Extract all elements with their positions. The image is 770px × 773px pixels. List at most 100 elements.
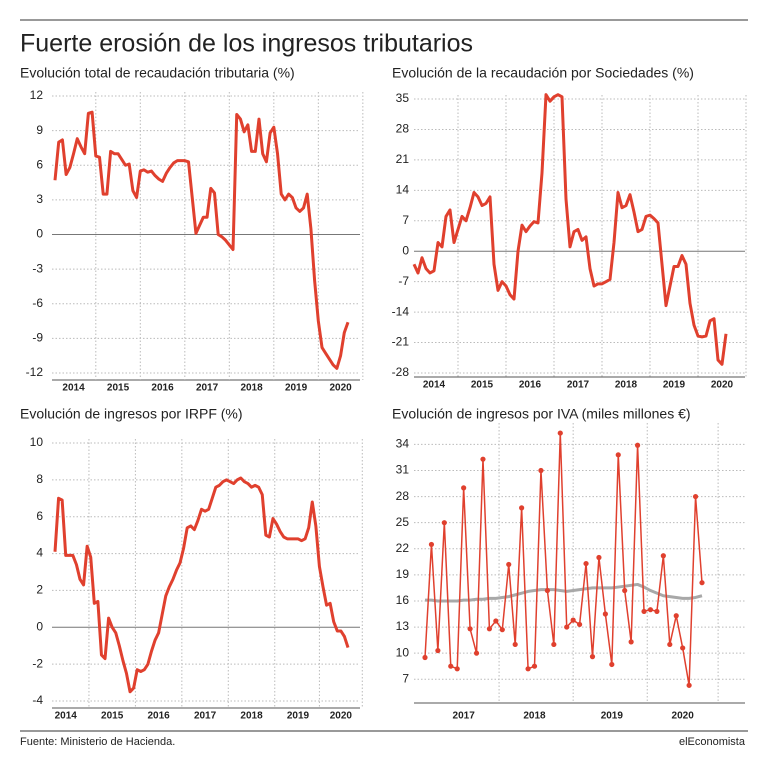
y-tick-label: 6 (36, 157, 43, 171)
chart-title: Evolución de la recaudación por Sociedad… (392, 65, 694, 81)
data-point (596, 554, 602, 561)
x-tick-label: 2020 (330, 711, 353, 722)
y-tick-label: 2 (36, 583, 43, 597)
x-tick-label: 2019 (285, 383, 308, 394)
data-point (570, 617, 576, 623)
y-tick-label: -9 (32, 331, 43, 345)
data-point (602, 611, 608, 617)
y-tick-label: -12 (26, 365, 44, 379)
data-point (692, 493, 699, 500)
y-tick-label: -7 (398, 274, 409, 288)
y-tick-label: 3 (36, 192, 43, 206)
data-point (667, 641, 673, 648)
y-tick-label: 10 (30, 435, 44, 449)
data-point (486, 626, 493, 632)
data-point (506, 561, 512, 568)
data-point (557, 430, 563, 436)
y-tick-label: 28 (396, 122, 410, 136)
chart-title: Evolución de ingresos por IVA (miles mil… (392, 406, 691, 422)
data-point (461, 485, 467, 491)
y-tick-label: 35 (396, 91, 410, 105)
y-tick-label: 0 (36, 619, 43, 633)
y-tick-label: 22 (396, 541, 410, 555)
y-tick-label: -14 (392, 304, 410, 318)
data-point (544, 587, 550, 594)
y-tick-label: 8 (36, 472, 43, 486)
data-point (699, 580, 705, 586)
y-tick-label: 0 (36, 227, 43, 241)
data-point (634, 442, 641, 448)
y-tick-label: 31 (396, 463, 410, 477)
y-tick-label: -2 (32, 656, 43, 670)
x-tick-label: 2018 (615, 380, 638, 391)
data-point (519, 505, 525, 511)
chart-title: Evolución total de recaudación tributari… (20, 65, 295, 81)
data-line (53, 476, 350, 694)
chart-title: Evolución de ingresos por IRPF (%) (20, 406, 243, 422)
x-tick-label: 2020 (672, 711, 695, 722)
data-point (473, 650, 480, 656)
x-tick-label: 2020 (711, 380, 734, 391)
data-point (622, 587, 628, 594)
data-point (531, 663, 538, 669)
data-point (499, 627, 505, 633)
data-point (428, 541, 435, 548)
y-tick-label: 7 (402, 213, 409, 227)
y-tick-label: -21 (392, 335, 410, 349)
x-tick-label: 2016 (151, 383, 174, 394)
x-tick-label: 2016 (519, 380, 542, 391)
data-line (412, 93, 728, 366)
data-point (448, 663, 454, 669)
data-point (435, 647, 441, 654)
page-title: Fuerte erosión de los ingresos tributari… (20, 30, 473, 58)
x-tick-label: 2018 (240, 383, 263, 394)
y-tick-label: 28 (396, 489, 410, 503)
y-tick-label: -6 (32, 296, 43, 310)
y-tick-label: -3 (32, 261, 43, 275)
x-tick-label: 2017 (567, 380, 590, 391)
data-point (641, 608, 647, 615)
data-point (577, 621, 583, 628)
source: Fuente: Ministerio de Hacienda. (20, 736, 175, 748)
data-point (467, 626, 473, 632)
data-point (647, 607, 654, 613)
x-tick-label: 2014 (62, 383, 85, 394)
data-point (628, 639, 634, 645)
data-point (525, 666, 531, 672)
y-tick-label: 34 (396, 437, 410, 451)
x-tick-label: 2019 (287, 711, 310, 722)
y-tick-label: 0 (402, 243, 409, 257)
data-point (493, 618, 499, 624)
x-tick-label: 2017 (194, 711, 217, 722)
y-tick-label: 7 (402, 671, 409, 685)
data-line (53, 110, 350, 370)
data-point (654, 608, 660, 615)
x-tick-label: 2018 (523, 711, 546, 722)
data-line (425, 582, 703, 603)
x-tick-label: 2017 (196, 383, 219, 394)
credit: elEconomista (679, 736, 746, 748)
y-tick-label: 25 (396, 515, 410, 529)
y-tick-label: 6 (36, 509, 43, 523)
data-point (673, 613, 679, 619)
y-tick-label: 14 (396, 183, 410, 197)
y-tick-label: 16 (396, 593, 410, 607)
y-tick-label: -4 (32, 693, 43, 707)
x-tick-label: 2019 (663, 380, 686, 391)
data-point (512, 641, 518, 648)
data-point (680, 645, 686, 651)
y-tick-label: -28 (392, 365, 410, 379)
x-tick-label: 2017 (453, 711, 476, 722)
data-point (441, 520, 447, 526)
x-tick-label: 2014 (55, 711, 78, 722)
data-point (454, 666, 460, 672)
y-tick-label: 10 (396, 645, 410, 659)
data-point (589, 654, 596, 660)
x-tick-label: 2014 (423, 380, 446, 391)
x-tick-label: 2019 (601, 711, 624, 722)
data-point (480, 456, 486, 462)
x-tick-label: 2015 (107, 383, 130, 394)
data-point (660, 553, 666, 559)
